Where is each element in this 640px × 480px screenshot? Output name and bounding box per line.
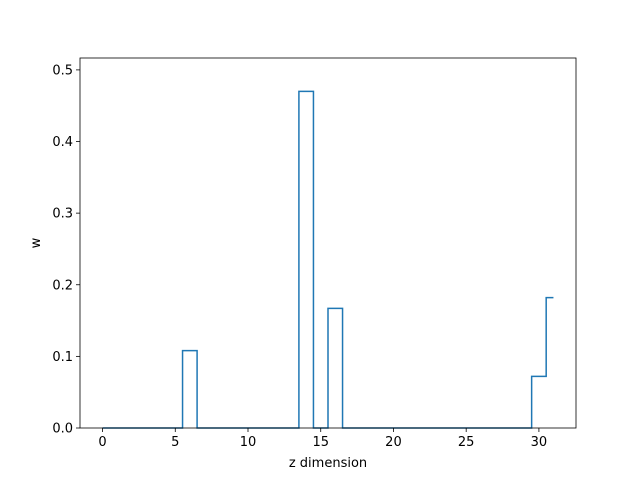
y-tick-label: 0.0	[52, 422, 73, 437]
x-tick-label: 30	[531, 435, 548, 450]
y-tick-label: 0.3	[52, 207, 73, 222]
y-axis-ticks: 0.0 0.1 0.2 0.3 0.4 0.5	[52, 63, 80, 437]
y-tick-label: 0.4	[52, 135, 73, 150]
y-tick-label: 0.2	[52, 278, 73, 293]
x-tick-label: 10	[240, 435, 257, 450]
axes-frame	[79, 57, 577, 429]
y-axis-label: w	[29, 237, 44, 248]
x-tick-label: 25	[458, 435, 475, 450]
y-tick-label: 0.1	[52, 350, 73, 365]
y-tick-label: 0.5	[52, 63, 73, 78]
x-tick-label: 15	[312, 435, 329, 450]
x-tick-label: 0	[98, 435, 106, 450]
x-tick-label: 20	[385, 435, 402, 450]
x-axis-ticks: 0 5 10 15 20 25 30	[98, 428, 547, 450]
x-tick-label: 5	[171, 435, 179, 450]
x-axis-label: z dimension	[289, 456, 367, 471]
